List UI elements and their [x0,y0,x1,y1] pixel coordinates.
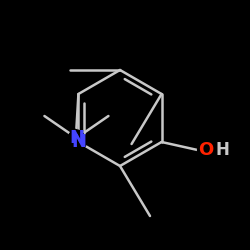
Text: N: N [69,129,84,147]
Text: H: H [216,141,230,159]
Circle shape [68,130,84,146]
Circle shape [70,134,86,150]
Text: O: O [198,141,213,159]
Circle shape [198,142,214,158]
Text: N: N [71,133,86,151]
